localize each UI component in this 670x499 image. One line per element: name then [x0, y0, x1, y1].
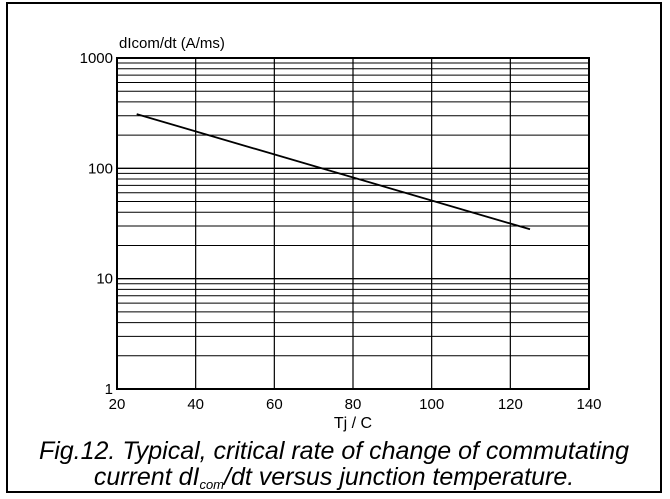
- y-tick-label: 10: [96, 271, 113, 288]
- plot-border: [116, 57, 590, 390]
- caption-line-2: current dIcom/dt versus junction tempera…: [6, 463, 662, 492]
- y-axis-label: dIcom/dt (A/ms): [119, 35, 225, 52]
- x-tick-label: 20: [109, 396, 126, 413]
- x-tick-label: 60: [266, 396, 283, 413]
- figure-caption: Fig.12. Typical, critical rate of change…: [6, 437, 662, 492]
- caption-line-2-start: current dI: [93, 463, 200, 491]
- caption-subscript: com: [199, 477, 224, 492]
- x-tick-label: 100: [419, 396, 444, 413]
- x-tick-label: 120: [498, 396, 523, 413]
- y-tick-label: 1000: [80, 50, 113, 67]
- grid: [116, 57, 590, 390]
- y-tick-label: 1: [105, 381, 113, 398]
- series: [136, 113, 531, 231]
- y-tick-label: 100: [88, 160, 113, 177]
- caption-line-1: Fig.12. Typical, critical rate of change…: [38, 437, 630, 465]
- x-tick-labels: 20 40 60 80 100 120 140: [109, 396, 602, 413]
- x-axis-label: Tj / C: [334, 415, 372, 432]
- x-tick-label: 80: [345, 396, 362, 413]
- series-line: [136, 113, 531, 231]
- y-tick-labels: 1 10 100 1000: [80, 50, 113, 398]
- caption-line-2-end: /dt versus junction temperature.: [224, 463, 575, 491]
- x-tick-label: 140: [576, 396, 601, 413]
- x-tick-label: 40: [187, 396, 204, 413]
